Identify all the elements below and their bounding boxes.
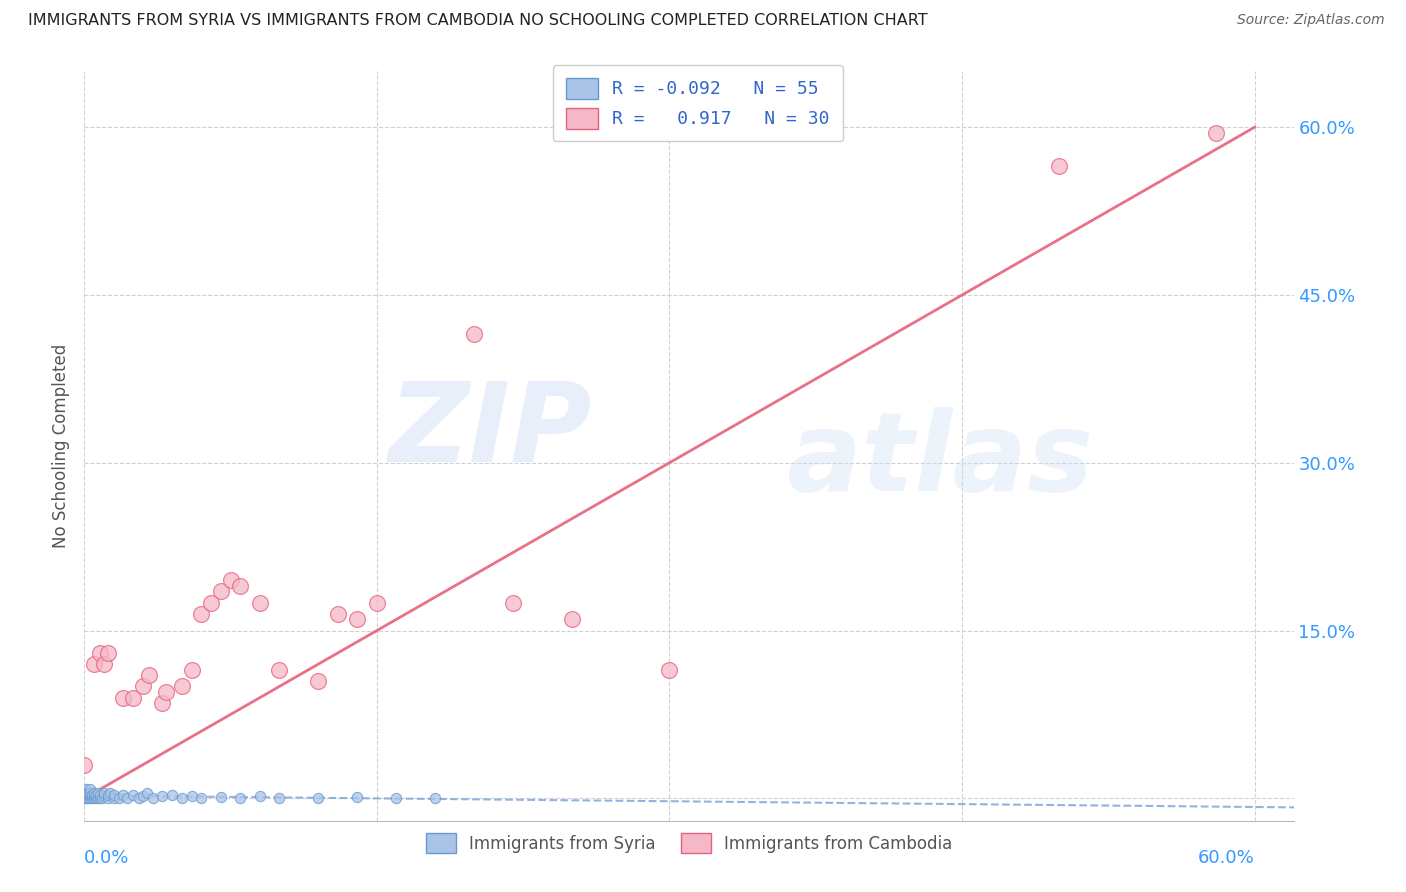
Point — [269, 663, 291, 677]
Text: 60.0%: 60.0% — [1198, 848, 1254, 867]
Point — [79, 788, 101, 802]
Point — [150, 789, 173, 803]
Point — [97, 791, 120, 805]
Point — [97, 788, 120, 802]
Point — [190, 791, 212, 805]
Point — [84, 788, 107, 802]
Point — [82, 791, 104, 805]
Point — [112, 690, 135, 705]
Point — [190, 607, 212, 621]
Point — [561, 612, 583, 626]
Point — [346, 790, 368, 805]
Point — [103, 791, 125, 805]
Point — [77, 786, 100, 800]
Point — [98, 786, 121, 800]
Point — [77, 788, 100, 802]
Point — [90, 791, 112, 805]
Point — [170, 791, 193, 805]
Point — [108, 791, 131, 805]
Point — [87, 791, 110, 805]
Text: atlas: atlas — [786, 408, 1092, 515]
Point — [83, 788, 105, 802]
Point — [75, 786, 97, 800]
Point — [170, 680, 193, 694]
Legend: Immigrants from Syria, Immigrants from Cambodia: Immigrants from Syria, Immigrants from C… — [418, 825, 960, 861]
Point — [229, 579, 252, 593]
Point — [502, 596, 524, 610]
Point — [103, 788, 125, 802]
Point — [79, 786, 101, 800]
Point — [160, 788, 183, 802]
Point — [75, 782, 97, 797]
Point — [83, 786, 105, 800]
Point — [1049, 160, 1071, 174]
Point — [75, 791, 97, 805]
Point — [307, 791, 329, 805]
Point — [425, 791, 447, 805]
Point — [346, 612, 368, 626]
Point — [209, 790, 232, 805]
Text: IMMIGRANTS FROM SYRIA VS IMMIGRANTS FROM CAMBODIA NO SCHOOLING COMPLETED CORRELA: IMMIGRANTS FROM SYRIA VS IMMIGRANTS FROM… — [28, 13, 928, 29]
Point — [122, 690, 145, 705]
Point — [132, 680, 155, 694]
Point — [249, 596, 271, 610]
Point — [122, 788, 145, 802]
Text: 0.0%: 0.0% — [84, 848, 129, 867]
Point — [463, 327, 485, 342]
Point — [132, 789, 155, 803]
Point — [385, 791, 408, 805]
Point — [307, 673, 329, 688]
Point — [83, 657, 105, 671]
Point — [84, 791, 107, 805]
Point — [89, 788, 111, 802]
Point — [180, 663, 202, 677]
Point — [200, 596, 222, 610]
Point — [73, 791, 96, 805]
Point — [79, 791, 101, 805]
Point — [93, 789, 115, 803]
Point — [89, 646, 111, 660]
Point — [73, 791, 96, 805]
Point — [249, 789, 271, 803]
Text: Source: ZipAtlas.com: Source: ZipAtlas.com — [1237, 13, 1385, 28]
Point — [82, 788, 104, 802]
Point — [658, 663, 681, 677]
Point — [269, 791, 291, 805]
Text: ZIP: ZIP — [388, 377, 592, 484]
Point — [150, 696, 173, 710]
Point — [83, 791, 105, 805]
Point — [219, 573, 242, 587]
Point — [79, 782, 101, 797]
Point — [128, 791, 150, 805]
Y-axis label: No Schooling Completed: No Schooling Completed — [52, 344, 70, 548]
Point — [93, 657, 115, 671]
Point — [229, 791, 252, 805]
Point — [135, 786, 157, 800]
Point — [180, 789, 202, 803]
Point — [326, 607, 349, 621]
Point — [93, 786, 115, 800]
Point — [209, 584, 232, 599]
Point — [138, 668, 160, 682]
Point — [89, 791, 111, 805]
Point — [142, 791, 165, 805]
Point — [77, 791, 100, 805]
Point — [1205, 126, 1227, 140]
Point — [73, 786, 96, 800]
Point — [75, 788, 97, 802]
Point — [155, 685, 177, 699]
Point — [97, 646, 120, 660]
Point — [366, 596, 388, 610]
Point — [112, 788, 135, 802]
Point — [87, 786, 110, 800]
Point — [117, 791, 139, 805]
Point — [73, 757, 96, 772]
Point — [73, 791, 96, 805]
